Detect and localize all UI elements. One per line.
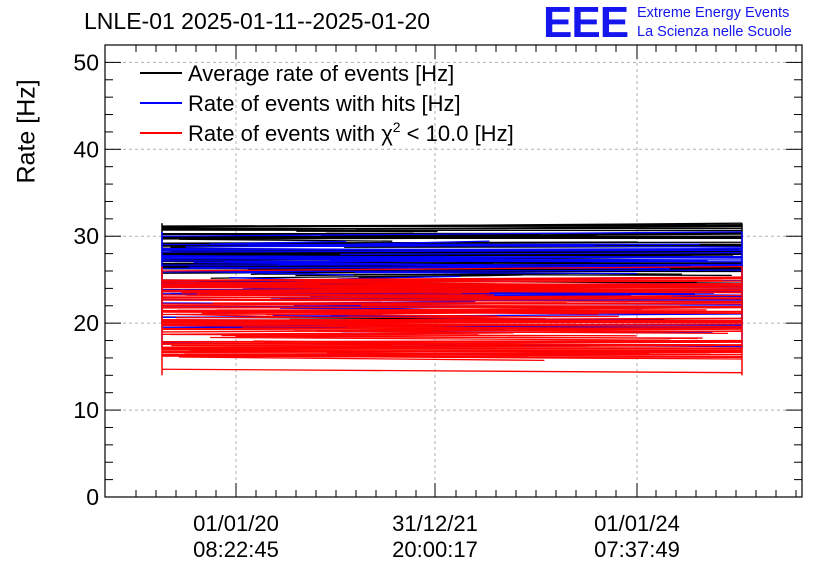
series-trace — [186, 294, 486, 297]
legend-label: Rate of events with χ2 < 10.0 [Hz] — [188, 119, 514, 146]
series-trace — [276, 334, 479, 337]
series-trace — [161, 330, 743, 335]
x-tick-date: 01/01/24 — [594, 511, 680, 536]
series-trace — [179, 238, 393, 242]
x-tick-date: 01/01/20 — [193, 511, 279, 536]
y-tick-label: 50 — [73, 49, 99, 75]
chart-title: LNLE-01 2025-01-11--2025-01-20 — [84, 8, 431, 34]
series-trace — [210, 336, 671, 341]
series-envelope — [161, 368, 743, 374]
series-trace — [161, 328, 743, 333]
series-trace — [161, 296, 743, 300]
series-trace — [161, 340, 743, 343]
data-lines — [161, 222, 743, 376]
series-envelope — [161, 231, 743, 237]
series-trace — [161, 350, 743, 353]
logo-caption-line2: La Scienza nelle Scuole — [637, 24, 792, 40]
series-trace — [161, 235, 743, 239]
series-3-traces — [161, 266, 743, 376]
series-trace — [353, 240, 490, 245]
series-trace — [354, 271, 638, 275]
series-trace — [161, 283, 743, 287]
series-trace — [197, 293, 495, 296]
series-trace — [201, 312, 498, 317]
series-trace — [209, 240, 347, 245]
x-tick-date: 31/12/21 — [392, 511, 478, 536]
series-envelope — [161, 266, 743, 272]
series-trace — [175, 313, 313, 318]
series-trace — [284, 345, 713, 348]
series-trace — [324, 279, 723, 283]
series-trace — [161, 301, 743, 307]
x-tick-time: 08:22:45 — [193, 537, 279, 562]
series-trace — [273, 353, 711, 356]
series-trace — [161, 263, 743, 266]
series-trace — [230, 259, 491, 264]
series-trace — [182, 254, 734, 257]
y-tick-label: 20 — [73, 310, 99, 336]
series-trace — [340, 252, 742, 256]
series-trace — [161, 277, 743, 282]
legend-label: Rate of events with hits [Hz] — [188, 91, 461, 116]
legend-label: Average rate of events [Hz] — [188, 61, 454, 86]
series-trace — [161, 269, 743, 273]
series-trace — [178, 356, 545, 362]
logo-caption-line1: Extreme Energy Events — [637, 5, 790, 21]
series-trace — [193, 261, 382, 265]
series-trace — [161, 346, 743, 349]
series-trace — [161, 286, 743, 292]
series-trace — [161, 247, 743, 251]
series-trace — [247, 243, 701, 246]
y-tick-label: 30 — [73, 223, 99, 249]
x-tick-time: 07:37:49 — [594, 537, 680, 562]
series-trace — [161, 351, 743, 356]
x-tick-time: 20:00:17 — [392, 537, 478, 562]
series-trace — [235, 335, 703, 339]
series-trace — [207, 258, 708, 262]
logo-caption: Extreme Energy Events La Scienza nelle S… — [637, 4, 792, 42]
series-trace — [214, 271, 354, 276]
series-trace — [210, 291, 490, 295]
series-trace — [161, 257, 743, 261]
series-envelope — [161, 222, 743, 229]
series-trace — [161, 355, 743, 360]
series-trace — [185, 244, 595, 248]
series-trace — [361, 304, 681, 307]
series-trace — [161, 341, 743, 345]
series-trace — [348, 316, 546, 320]
series-trace — [161, 299, 743, 303]
series-trace — [161, 317, 743, 322]
series-trace — [161, 319, 743, 322]
y-tick-label: 0 — [86, 484, 99, 510]
series-trace — [161, 320, 743, 323]
series-trace — [237, 285, 588, 289]
y-tick-label: 10 — [73, 397, 99, 423]
series-trace — [161, 276, 743, 281]
eee-logo: EEE — [543, 0, 629, 47]
y-tick-label: 40 — [73, 136, 99, 162]
